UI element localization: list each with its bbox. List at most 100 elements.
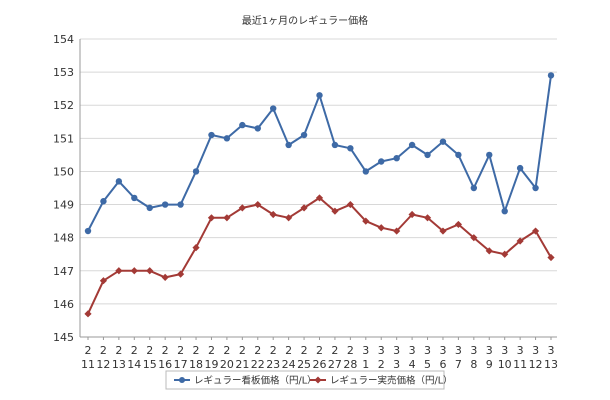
x-tick-label: 2 13 (112, 344, 126, 371)
x-tick-month: 3 (532, 344, 539, 357)
x-tick-label: 3 12 (529, 344, 543, 371)
x-tick-month: 2 (254, 344, 261, 357)
x-tick-day: 28 (343, 358, 357, 371)
x-tick-month: 2 (285, 344, 292, 357)
data-point (408, 141, 416, 149)
data-point (455, 151, 462, 159)
y-tick-label: 151 (53, 132, 74, 145)
x-tick-label: 3 13 (544, 344, 558, 371)
x-tick-day: 11 (81, 358, 95, 371)
data-point (532, 184, 539, 192)
x-tick-label: 2 28 (343, 344, 357, 371)
x-tick-label: 3 10 (498, 344, 512, 371)
x-tick-day: 20 (220, 358, 234, 371)
data-point (331, 141, 339, 149)
legend-marker (314, 376, 322, 384)
data-point (131, 194, 138, 202)
x-tick-label: 2 16 (158, 344, 172, 371)
data-point (516, 164, 524, 172)
x-tick-day: 13 (544, 358, 558, 371)
x-tick-label: 2 12 (96, 344, 110, 371)
x-tick-month: 3 (439, 344, 446, 357)
x-tick-labels: 2 112 122 132 142 152 162 172 182 192 202 212 222 232… (81, 344, 558, 371)
data-point (439, 227, 447, 235)
y-tick-label: 153 (53, 66, 74, 79)
y-tick-label: 147 (53, 265, 74, 278)
data-point (269, 210, 277, 219)
data-point (347, 145, 354, 152)
data-point (285, 141, 292, 149)
y-tick-label: 145 (53, 331, 74, 344)
x-tick-month: 3 (455, 344, 462, 357)
data-point (285, 214, 293, 222)
x-tick-label: 2 18 (189, 344, 203, 371)
legend-label: レギュラー実売価格（円/L） (330, 375, 453, 387)
x-tick-day: 9 (486, 358, 493, 371)
legend-marker (179, 377, 185, 383)
data-point (177, 201, 184, 208)
data-point (485, 247, 493, 255)
data-point (393, 227, 401, 235)
data-point (501, 207, 508, 215)
x-tick-day: 10 (498, 358, 512, 371)
x-tick-month: 3 (486, 344, 493, 357)
data-point (130, 267, 138, 275)
legend-label: レギュラー看板価格（円/L） (194, 375, 317, 387)
data-point (100, 198, 107, 205)
x-tick-day: 12 (529, 358, 543, 371)
data-point (423, 214, 432, 222)
data-point (192, 244, 200, 252)
axes (79, 39, 557, 340)
x-tick-month: 2 (301, 344, 308, 357)
data-point (362, 168, 369, 175)
data-point (192, 168, 200, 175)
x-tick-day: 23 (266, 358, 280, 371)
x-tick-month: 2 (115, 344, 122, 357)
x-tick-month: 2 (316, 344, 323, 357)
x-tick-day: 7 (455, 358, 462, 371)
data-point (377, 224, 385, 232)
data-point (424, 151, 431, 159)
data-point (470, 234, 478, 242)
x-tick-month: 2 (208, 344, 215, 357)
x-tick-month: 3 (378, 344, 385, 357)
data-point (331, 207, 339, 215)
x-tick-month: 2 (177, 344, 184, 357)
x-tick-label: 2 26 (313, 344, 327, 371)
x-tick-month: 2 (331, 344, 338, 357)
data-point (300, 131, 308, 139)
y-tick-label: 152 (53, 99, 74, 112)
x-tick-month: 3 (424, 344, 431, 357)
x-tick-day: 2 (378, 358, 385, 371)
x-tick-day: 4 (409, 358, 416, 371)
x-tick-label: 2 20 (220, 344, 234, 371)
data-point (393, 155, 400, 162)
data-point (547, 72, 555, 79)
data-point (547, 253, 555, 262)
legend: レギュラー看板価格（円/L） レギュラー実売価格（円/L） (165, 370, 453, 390)
data-point (486, 151, 493, 159)
x-tick-label: 2 24 (282, 344, 296, 371)
series-2 (84, 194, 555, 318)
x-tick-month: 2 (347, 344, 354, 357)
x-tick-month: 3 (501, 344, 508, 357)
series-layer (84, 72, 555, 318)
x-tick-month: 2 (85, 344, 92, 357)
data-point (115, 178, 123, 185)
data-point (223, 135, 231, 142)
x-tick-month: 2 (146, 344, 153, 357)
data-point (161, 201, 169, 208)
data-point (254, 125, 261, 132)
x-tick-month: 2 (223, 344, 230, 357)
x-tick-month: 3 (409, 344, 416, 357)
x-tick-day: 1 (362, 358, 369, 371)
x-tick-day: 8 (470, 358, 477, 371)
